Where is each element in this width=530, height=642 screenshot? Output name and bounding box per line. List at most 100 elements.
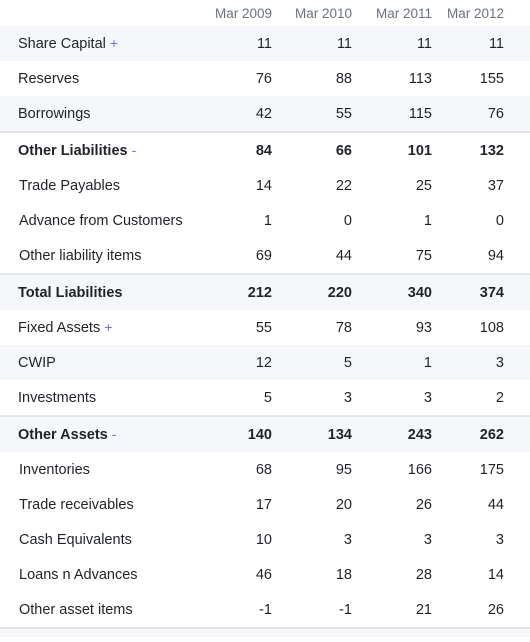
value-cell: 5 bbox=[343, 354, 352, 371]
value-cell: 101 bbox=[407, 142, 432, 159]
value-cell: 22 bbox=[335, 177, 352, 194]
row-loans-n-advances: Loans n Advances 46 18 28 14 bbox=[0, 557, 530, 592]
row-total-liabilities: Total Liabilities 212 220 340 374 bbox=[0, 273, 530, 310]
value-cell: 132 bbox=[479, 142, 504, 159]
value-cell: 3 bbox=[495, 354, 504, 371]
row-label: Other liability items bbox=[19, 247, 142, 264]
value-cell: 93 bbox=[415, 319, 432, 336]
value-cell: 28 bbox=[415, 566, 432, 583]
value-cell: 14 bbox=[487, 566, 504, 583]
value-cell: 18 bbox=[335, 566, 352, 583]
row-cwip: CWIP 12 5 1 3 bbox=[0, 345, 530, 380]
row-investments: Investments 5 3 3 2 bbox=[0, 380, 530, 415]
row-share-capital[interactable]: Share Capital + 11 11 11 11 bbox=[0, 26, 530, 61]
value-cell: 78 bbox=[335, 319, 352, 336]
row-label: Investments bbox=[18, 389, 97, 406]
row-reserves: Reserves 76 88 113 155 bbox=[0, 61, 530, 96]
value-cell: 0 bbox=[343, 212, 352, 229]
value-cell: 374 bbox=[479, 284, 504, 301]
value-cell: 11 bbox=[336, 35, 352, 52]
row-advance-from-customers: Advance from Customers 1 0 1 0 bbox=[0, 203, 530, 238]
expand-toggle-icon[interactable]: + bbox=[104, 319, 113, 335]
value-cell: 46 bbox=[255, 566, 272, 583]
row-label: Trade Payables bbox=[19, 177, 121, 194]
value-cell: 3 bbox=[495, 531, 504, 548]
row-other-assets[interactable]: Other Assets - 140 134 243 262 bbox=[0, 415, 530, 452]
year-header-2012: Mar 2012 bbox=[446, 5, 504, 21]
value-cell: 55 bbox=[335, 105, 352, 122]
value-cell: 95 bbox=[335, 461, 352, 478]
value-cell: 26 bbox=[415, 496, 432, 513]
value-cell: 94 bbox=[487, 247, 504, 264]
value-cell: 262 bbox=[479, 426, 504, 443]
row-label: Share Capital bbox=[18, 36, 106, 52]
row-other-liabilities[interactable]: Other Liabilities - 84 66 101 132 bbox=[0, 131, 530, 168]
value-cell: 1 bbox=[423, 212, 432, 229]
value-cell: 37 bbox=[487, 177, 504, 194]
row-label: CWIP bbox=[18, 354, 56, 371]
row-label: Borrowings bbox=[18, 105, 91, 122]
value-cell: 243 bbox=[407, 426, 432, 443]
value-cell: 76 bbox=[487, 105, 504, 122]
value-cell: 17 bbox=[255, 496, 272, 513]
value-cell: 55 bbox=[255, 319, 272, 336]
row-fixed-assets[interactable]: Fixed Assets + 55 78 93 108 bbox=[0, 310, 530, 345]
year-header-2009: Mar 2009 bbox=[214, 5, 272, 21]
value-cell: 166 bbox=[407, 461, 432, 478]
collapse-toggle-icon[interactable]: - bbox=[111, 426, 117, 442]
row-trade-payables: Trade Payables 14 22 25 37 bbox=[0, 168, 530, 203]
row-label: Total Liabilities bbox=[18, 284, 123, 301]
value-cell: 11 bbox=[488, 35, 504, 52]
value-cell: 155 bbox=[479, 70, 504, 87]
value-cell: -1 bbox=[339, 601, 352, 618]
value-cell: 68 bbox=[255, 461, 272, 478]
row-borrowings: Borrowings 42 55 115 76 bbox=[0, 96, 530, 131]
value-cell: 88 bbox=[335, 70, 352, 87]
value-cell: 1 bbox=[423, 354, 432, 371]
value-cell: 42 bbox=[255, 105, 272, 122]
row-label: Inventories bbox=[19, 461, 90, 478]
value-cell: 115 bbox=[408, 105, 432, 122]
row-label: Other Assets bbox=[18, 427, 108, 443]
value-cell: 25 bbox=[415, 177, 432, 194]
value-cell: 69 bbox=[255, 247, 272, 264]
value-cell: 11 bbox=[256, 35, 272, 52]
value-cell: 108 bbox=[479, 319, 504, 336]
value-cell: 75 bbox=[415, 247, 432, 264]
value-cell: 220 bbox=[327, 284, 352, 301]
value-cell: 84 bbox=[255, 142, 272, 159]
value-cell: 44 bbox=[335, 247, 352, 264]
value-cell: 134 bbox=[327, 426, 352, 443]
row-label: Other asset items bbox=[19, 601, 133, 618]
value-cell: 11 bbox=[416, 35, 432, 52]
row-label: Loans n Advances bbox=[19, 566, 138, 583]
value-cell: 340 bbox=[407, 284, 432, 301]
value-cell: 3 bbox=[423, 531, 432, 548]
expand-toggle-icon[interactable]: + bbox=[109, 35, 119, 51]
value-cell: 12 bbox=[255, 354, 272, 371]
value-cell: 14 bbox=[255, 177, 272, 194]
row-trade-receivables: Trade receivables 17 20 26 44 bbox=[0, 487, 530, 522]
table-bottom-divider bbox=[0, 627, 530, 637]
row-label: Reserves bbox=[18, 70, 80, 87]
value-cell: 3 bbox=[423, 389, 432, 406]
value-cell: 20 bbox=[335, 496, 352, 513]
row-label: Trade receivables bbox=[19, 496, 134, 513]
value-cell: 3 bbox=[343, 531, 352, 548]
collapse-toggle-icon[interactable]: - bbox=[131, 142, 137, 158]
value-cell: 113 bbox=[408, 70, 432, 87]
value-cell: 175 bbox=[479, 461, 504, 478]
value-cell: 21 bbox=[415, 601, 432, 618]
year-header-2010: Mar 2010 bbox=[294, 5, 352, 21]
value-cell: 44 bbox=[487, 496, 504, 513]
value-cell: 1 bbox=[263, 212, 272, 229]
row-cash-equivalents: Cash Equivalents 10 3 3 3 bbox=[0, 522, 530, 557]
table-header: Mar 2009 Mar 2010 Mar 2011 Mar 2012 bbox=[0, 0, 530, 26]
value-cell: 212 bbox=[247, 284, 272, 301]
row-label: Fixed Assets bbox=[18, 320, 101, 336]
value-cell: 0 bbox=[495, 212, 504, 229]
value-cell: 140 bbox=[247, 426, 272, 443]
value-cell: 3 bbox=[343, 389, 352, 406]
value-cell: -1 bbox=[259, 601, 272, 618]
